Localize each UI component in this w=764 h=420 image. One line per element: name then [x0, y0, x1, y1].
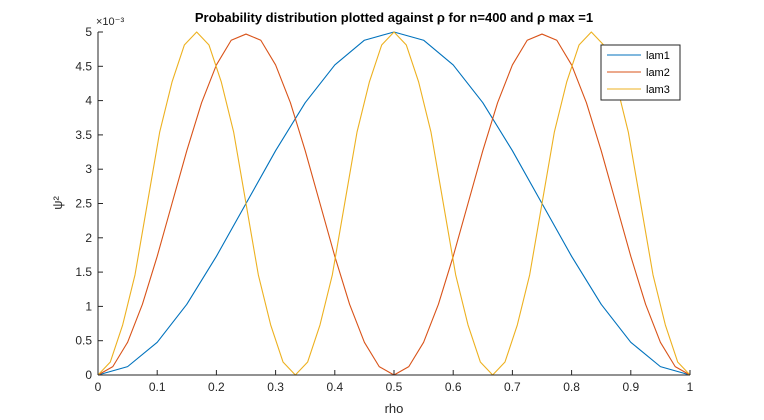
legend-label-lam3: lam3 — [646, 84, 670, 96]
x-tick-label: 0.3 — [267, 380, 284, 394]
y-tick-label: 4.5 — [75, 59, 92, 73]
chart-title: Probability distribution plotted against… — [195, 10, 593, 25]
y-tick-label: 1.5 — [75, 265, 92, 279]
y-tick-label: 3.5 — [75, 128, 92, 142]
x-tick-label: 0.5 — [386, 380, 403, 394]
x-tick-label: 0.8 — [563, 380, 580, 394]
y-tick-label: 5 — [85, 25, 92, 39]
x-tick-label: 0.4 — [326, 380, 343, 394]
x-tick-label: 0.6 — [445, 380, 462, 394]
y-tick-label: 3 — [85, 162, 92, 176]
tick-group: 0 0.1 0.2 0.3 0.4 0.5 0.6 0.7 0.8 0.9 1 0 0.5 1 1.5 2 2.… — [75, 25, 693, 394]
y-tick-label: 2.5 — [75, 197, 92, 211]
x-axis-label: rho — [385, 401, 404, 416]
x-tick-label: 0.1 — [149, 380, 166, 394]
x-tick-label: 0.9 — [622, 380, 639, 394]
legend-label-lam2: lam2 — [646, 67, 670, 79]
x-tick-label: 1 — [687, 380, 694, 394]
legend: lam1 lam2 lam3 — [600, 44, 681, 101]
series-line-lam3 — [97, 31, 691, 376]
x-tick-label: 0 — [95, 380, 102, 394]
y-tick-label: 0 — [85, 368, 92, 382]
y-tick-label: 2 — [85, 231, 92, 245]
plot-background — [98, 32, 690, 375]
y-axis-exponent-label: ×10⁻³ — [96, 16, 124, 28]
legend-label-lam1: lam1 — [646, 50, 670, 62]
y-tick-label: 0.5 — [75, 334, 92, 348]
x-tick-label: 0.2 — [208, 380, 225, 394]
x-tick-label: 0.7 — [504, 380, 521, 394]
y-axis-label: ψ² — [50, 196, 65, 210]
y-tick-label: 4 — [85, 94, 92, 108]
y-tick-label: 1 — [85, 299, 92, 313]
plot-area — [98, 32, 690, 375]
